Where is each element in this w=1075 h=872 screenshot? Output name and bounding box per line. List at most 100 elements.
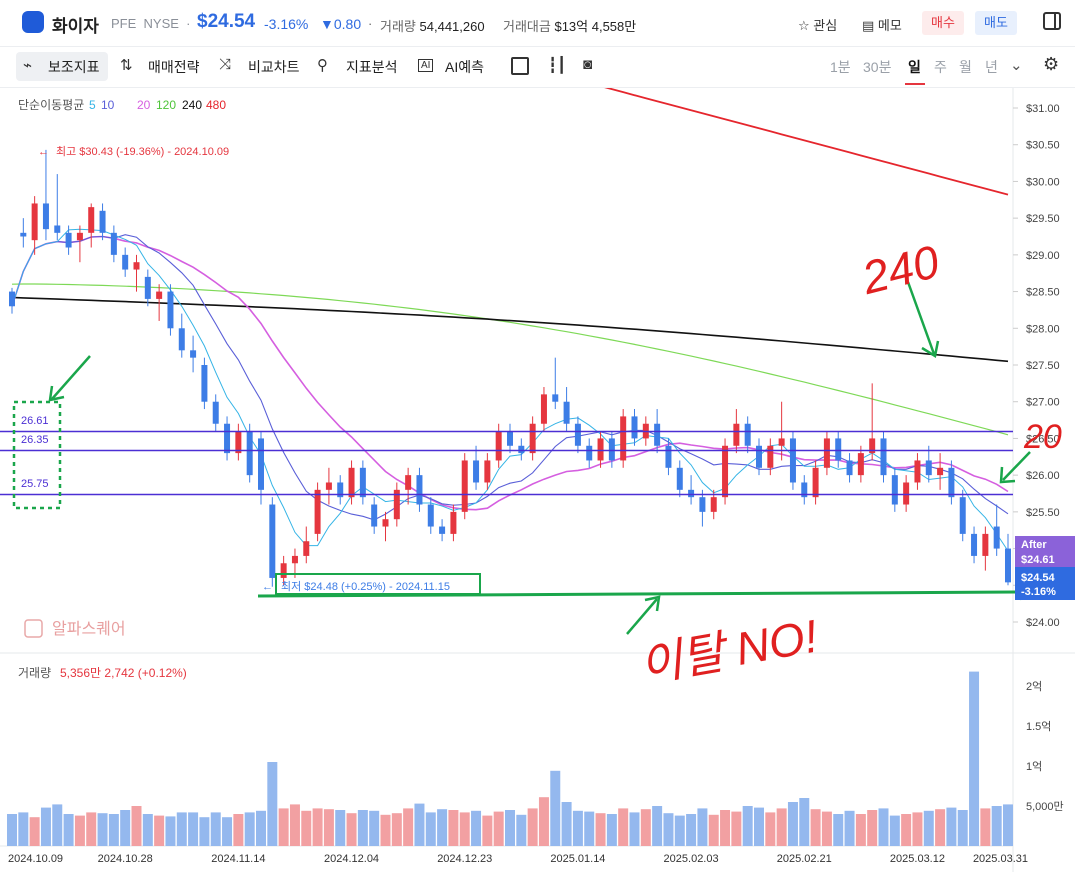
- ma-legend-5: 5: [89, 98, 96, 112]
- camera-icon[interactable]: ◙: [583, 56, 593, 73]
- candle-body: [473, 460, 480, 483]
- volume-bar: [516, 814, 527, 846]
- candle-body: [20, 232, 27, 237]
- candle-body: [744, 423, 751, 446]
- watermark: 알파스퀘어: [52, 620, 126, 638]
- candle-body: [529, 423, 536, 454]
- period-week[interactable]: 주: [934, 59, 947, 75]
- period-30min[interactable]: 30분: [863, 59, 892, 75]
- price-tick-label: $29.00: [1026, 250, 1060, 262]
- candle-body: [937, 467, 944, 476]
- price-tick-label: $25.50: [1026, 507, 1060, 519]
- candle-body: [778, 438, 785, 446]
- indicators-button[interactable]: [16, 52, 108, 81]
- candle-body: [280, 563, 287, 578]
- candle-body: [654, 423, 661, 446]
- volume-bar: [199, 817, 210, 846]
- ma240-line: [11, 296, 1009, 363]
- sell-button[interactable]: 매도: [975, 11, 1017, 35]
- volume-bar: [222, 817, 233, 846]
- volume-bar: [618, 808, 629, 846]
- candle-body: [801, 482, 808, 498]
- candle-body: [167, 291, 174, 329]
- volume-bar: [810, 809, 821, 846]
- volume-bar: [629, 812, 640, 846]
- candle-body: [823, 438, 830, 468]
- volume-bar: [606, 814, 617, 846]
- candle-type-icon[interactable]: ┇┃: [548, 57, 567, 74]
- volume-bar: [267, 762, 278, 846]
- volume-bar: [1003, 804, 1013, 846]
- period-month[interactable]: 월: [959, 59, 972, 75]
- ai-predict-button[interactable]: AI예측: [445, 59, 484, 75]
- stock-name: 화이자: [52, 17, 99, 36]
- volume-bar: [357, 810, 368, 846]
- candle-body: [325, 482, 332, 490]
- low-annotation: 최저 $24.48 (+0.25%) - 2024.11.15: [281, 580, 450, 593]
- candle-body: [348, 467, 355, 498]
- volume-bar: [29, 817, 40, 846]
- period-year[interactable]: 년: [985, 59, 998, 75]
- price-tick-label: $28.00: [1026, 323, 1060, 335]
- settings-gear-icon[interactable]: ⚙: [1043, 54, 1060, 74]
- period-selected-indicator: [905, 83, 925, 85]
- volume-bar: [459, 812, 470, 846]
- candle-body: [597, 438, 604, 461]
- candle-body: [337, 482, 344, 498]
- candle-body: [133, 262, 140, 270]
- candle-body: [993, 526, 1000, 549]
- volume-bar: [425, 812, 436, 846]
- chevron-down-icon[interactable]: ⌄: [1010, 57, 1023, 74]
- level-dotted-box: [12, 400, 62, 510]
- volume-bar: [991, 806, 1002, 846]
- volume-axis: 2억 1.5억 1억 5,000만: [1026, 680, 1064, 813]
- analysis-button[interactable]: 지표분석: [346, 59, 398, 75]
- volume-bar: [142, 814, 153, 846]
- volume-bar: [289, 804, 300, 846]
- date-tick-label: 2025.03.31: [973, 853, 1028, 865]
- layout-icon[interactable]: [511, 57, 529, 75]
- indicators-label[interactable]: 보조지표: [48, 59, 100, 75]
- ticker: PFE: [111, 16, 137, 31]
- volume-bar: [335, 810, 346, 846]
- volume-bar: [63, 814, 74, 846]
- side-panel-icon[interactable]: [1043, 12, 1061, 30]
- candle-body: [42, 203, 49, 230]
- candle-body: [99, 210, 106, 233]
- volume-bar: [855, 814, 866, 846]
- watch-button[interactable]: ☆ 관심: [798, 18, 838, 33]
- green-arrow-support-icon: [626, 595, 661, 635]
- volume-bar: [799, 798, 810, 846]
- period-day[interactable]: 일: [908, 59, 921, 75]
- volume-bar: [380, 814, 391, 846]
- volume-bar: [572, 810, 583, 846]
- compare-button[interactable]: 비교차트: [248, 59, 300, 75]
- volume-bar: [708, 814, 719, 846]
- candle-body: [303, 541, 310, 556]
- change-percent: -3.16%: [264, 16, 309, 32]
- volume-bar: [584, 811, 595, 846]
- chart-background: [0, 88, 1075, 872]
- volume-bar: [188, 812, 199, 846]
- green-arrow-20-icon: [999, 451, 1031, 484]
- memo-button[interactable]: ▤ 메모: [862, 18, 902, 33]
- date-tick-label: 2025.03.12: [890, 853, 945, 865]
- volume-bar: [923, 810, 934, 846]
- candle-body: [846, 460, 853, 476]
- volume-bar: [505, 810, 515, 846]
- candle-body: [948, 467, 955, 498]
- volume-bar: [652, 806, 663, 846]
- strategy-button[interactable]: 매매전략: [148, 59, 200, 75]
- price-chart[interactable]: $31.00 $30.50 $30.00 $29.50 $29.00 $28.50 $28.…: [0, 88, 1075, 872]
- volume-bar: [131, 806, 142, 846]
- buy-button[interactable]: 매수: [922, 11, 964, 35]
- volume-bars: [7, 671, 1013, 846]
- volume-tick-label: 5,000만: [1026, 800, 1064, 813]
- green-arrow-240-icon: [906, 281, 940, 359]
- period-1min[interactable]: 1분: [830, 59, 851, 75]
- volume-bar: [550, 770, 561, 846]
- candle-body: [914, 460, 921, 483]
- candle-body: [540, 394, 547, 424]
- volume-bar: [674, 815, 685, 846]
- candle-body: [971, 533, 978, 556]
